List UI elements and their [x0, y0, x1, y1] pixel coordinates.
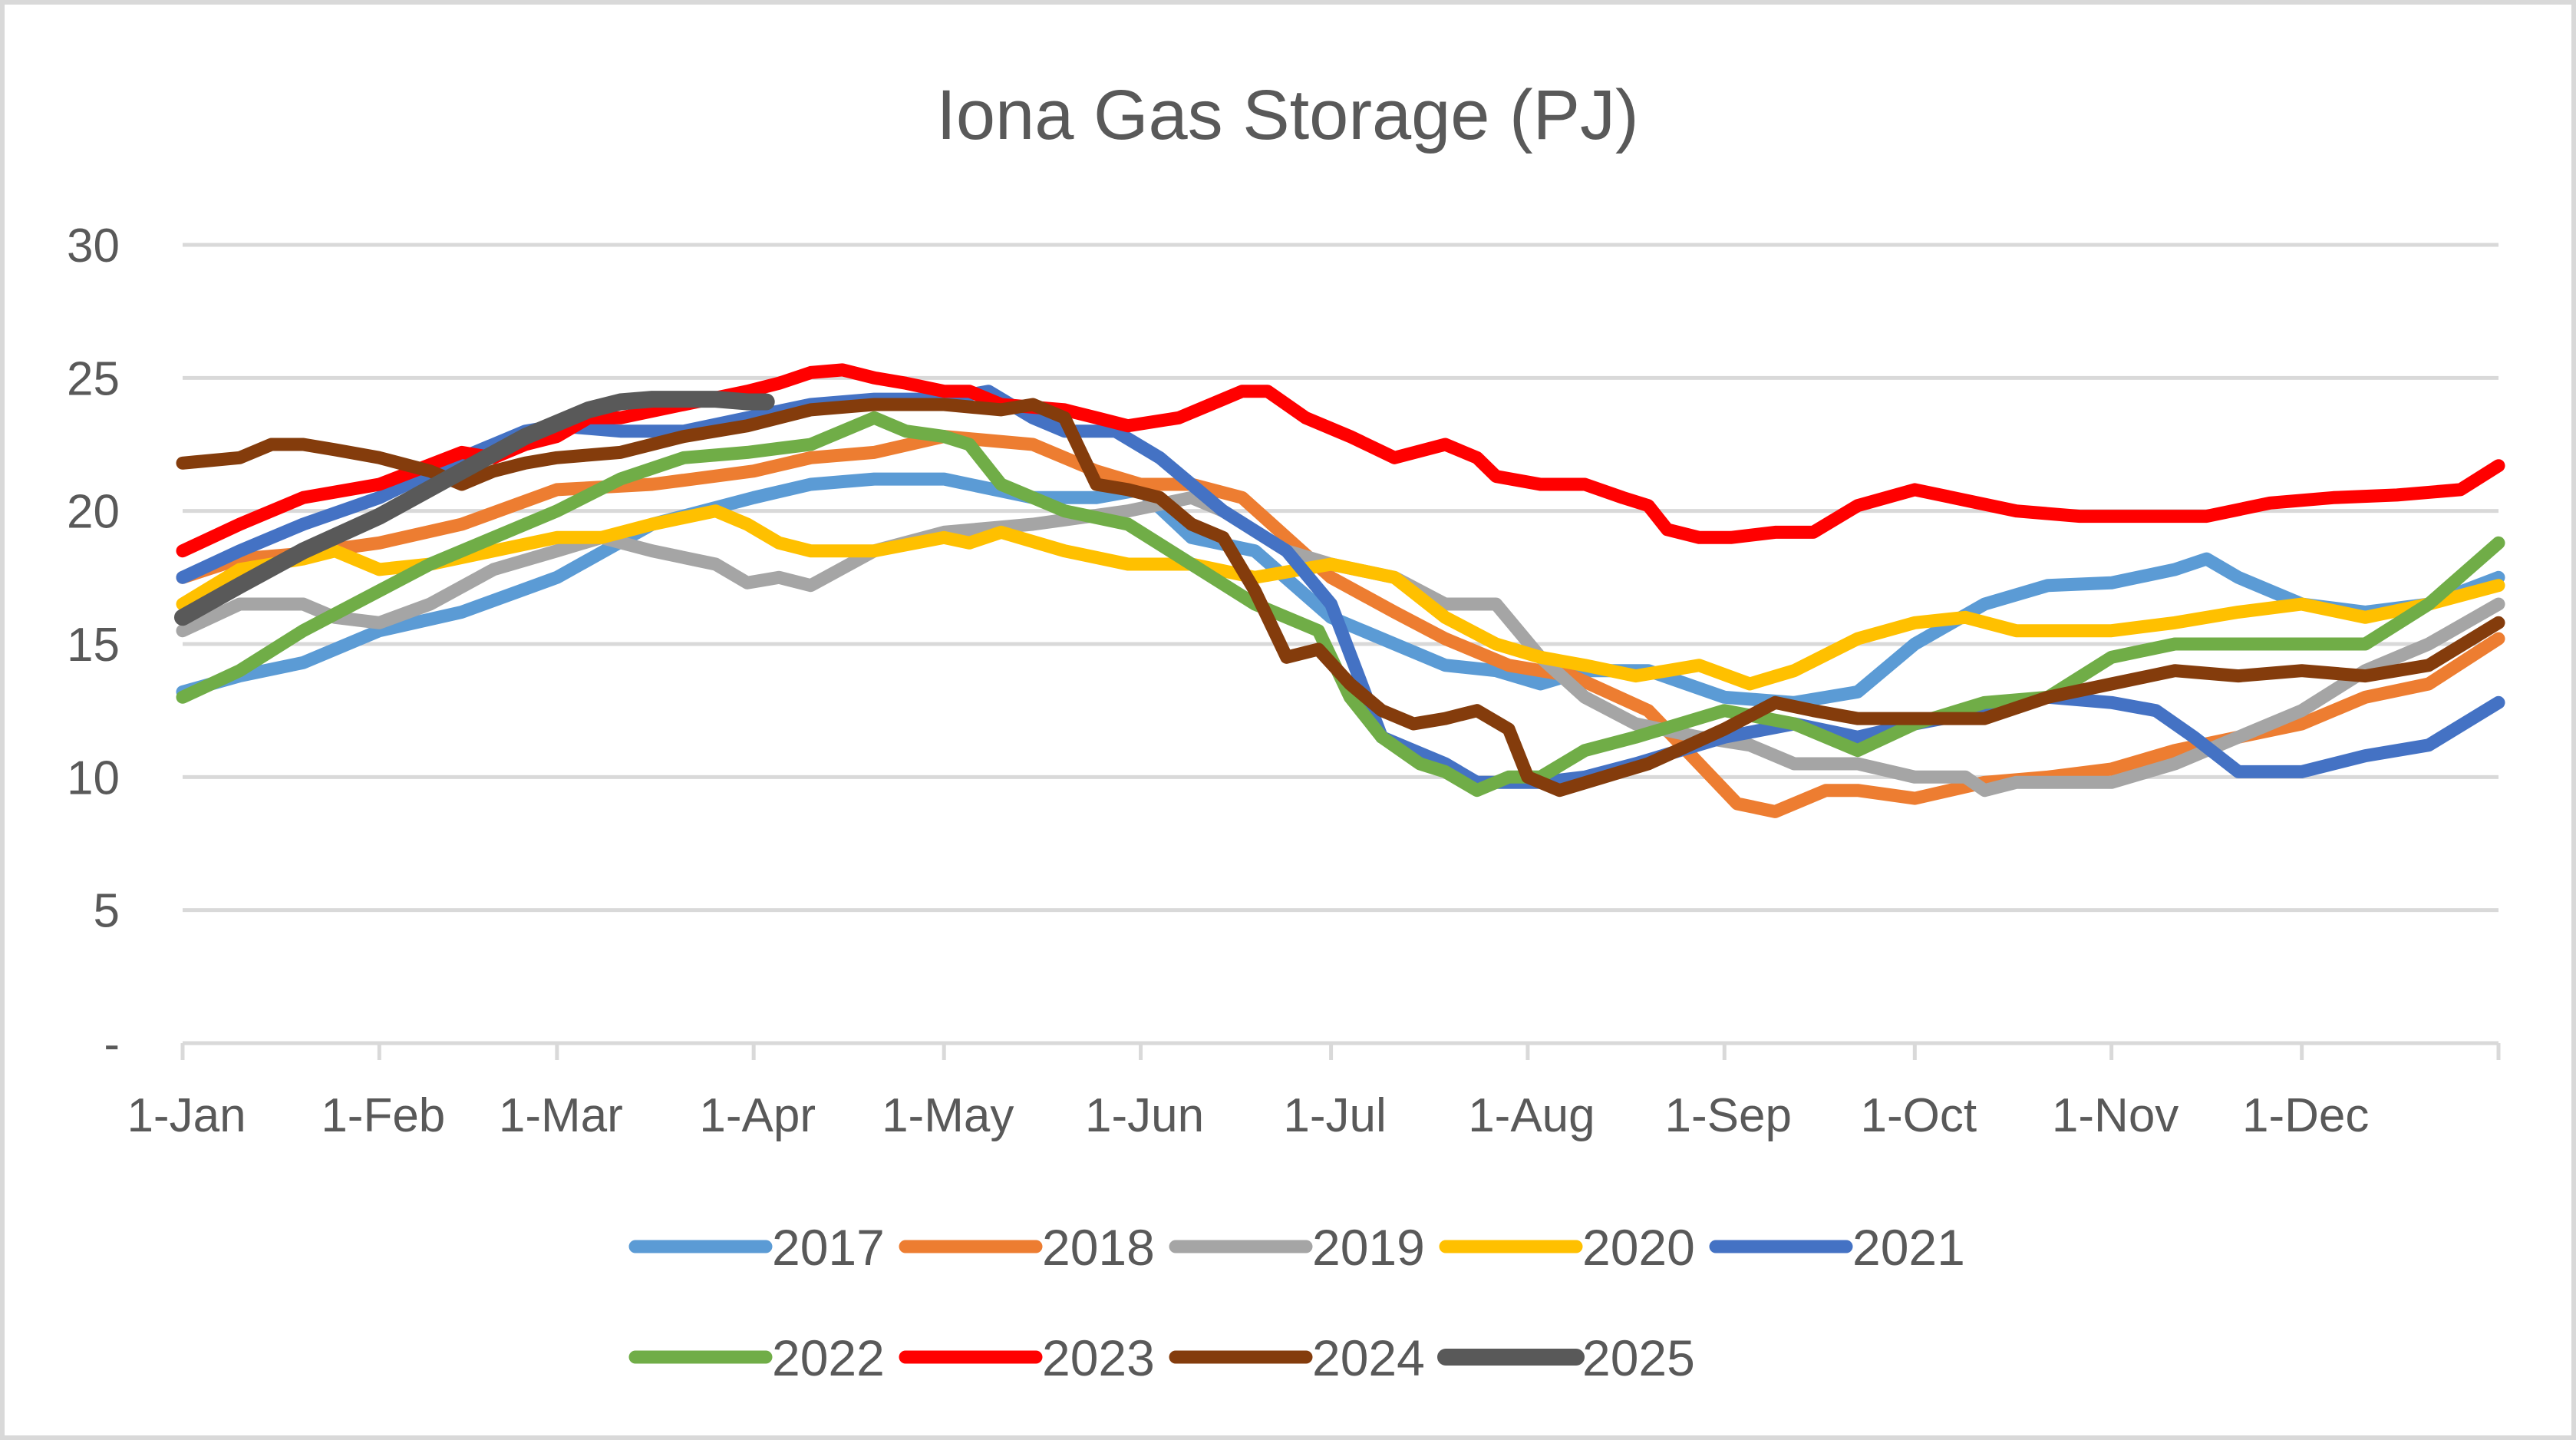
x-tick-label: 1-Jul — [1283, 1089, 1386, 1142]
series-line-2025 — [174, 391, 775, 626]
x-tick-label: 1-Dec — [2242, 1089, 2369, 1142]
x-tick-label: 1-Oct — [1861, 1089, 1977, 1142]
series-lines — [174, 363, 2505, 818]
legend-label-2019: 2019 — [1312, 1219, 1425, 1276]
y-tick-label: 5 — [94, 885, 120, 938]
legend-item-2024: 2024 — [1169, 1329, 1425, 1386]
x-tick-label: 1-Nov — [2052, 1089, 2179, 1142]
legend: 2017 2018 2019 2020 2021 2022 2023 2024 2025 — [628, 1219, 1965, 1386]
chart-title: Iona Gas Storage (PJ) — [936, 76, 1638, 154]
series-line-2023 — [176, 363, 2505, 558]
series-line-2020 — [176, 504, 2505, 691]
x-axis: 1-Jan 1-Feb 1-Mar 1-Apr 1-May 1-Jun 1-Jul 1-Aug… — [127, 1041, 2501, 1142]
x-tick-label: 1-Sep — [1665, 1089, 1792, 1142]
legend-label-2022: 2022 — [772, 1329, 885, 1386]
legend-item-2018: 2018 — [899, 1219, 1155, 1276]
legend-label-2025: 2025 — [1582, 1329, 1695, 1386]
legend-item-2022: 2022 — [628, 1329, 885, 1386]
legend-item-2023: 2023 — [899, 1329, 1155, 1386]
x-tick-label: 1-Apr — [699, 1089, 816, 1142]
x-tick-label: 1-Feb — [321, 1089, 445, 1142]
x-tick-label: 1-Mar — [499, 1089, 623, 1142]
y-tick-label: 25 — [67, 352, 120, 405]
y-tick-label: 15 — [67, 619, 120, 672]
y-tick-label: 30 — [67, 220, 120, 272]
y-tick-label: 20 — [67, 486, 120, 539]
series-line-2024 — [176, 398, 2505, 798]
series-line-2022 — [176, 411, 2505, 798]
y-axis-tick-labels: - 5 10 15 20 25 30 — [67, 220, 120, 1071]
series-line-2018 — [176, 430, 2505, 818]
y-tick-label: 10 — [67, 751, 120, 804]
x-tick-label: 1-Jan — [127, 1089, 246, 1142]
legend-item-2019: 2019 — [1169, 1219, 1425, 1276]
legend-label-2017: 2017 — [772, 1219, 885, 1276]
legend-item-2021: 2021 — [1709, 1219, 1965, 1276]
legend-label-2020: 2020 — [1582, 1219, 1695, 1276]
y-tick-label: - — [104, 1018, 120, 1071]
legend-label-2023: 2023 — [1042, 1329, 1155, 1386]
legend-item-2025: 2025 — [1437, 1329, 1695, 1386]
x-tick-label: 1-Aug — [1468, 1089, 1595, 1142]
legend-item-2020: 2020 — [1439, 1219, 1695, 1276]
legend-label-2018: 2018 — [1042, 1219, 1155, 1276]
legend-label-2024: 2024 — [1312, 1329, 1425, 1386]
legend-label-2021: 2021 — [1852, 1219, 1965, 1276]
x-tick-label: 1-May — [882, 1089, 1014, 1142]
legend-item-2017: 2017 — [628, 1219, 885, 1276]
x-tick-label: 1-Jun — [1085, 1089, 1204, 1142]
